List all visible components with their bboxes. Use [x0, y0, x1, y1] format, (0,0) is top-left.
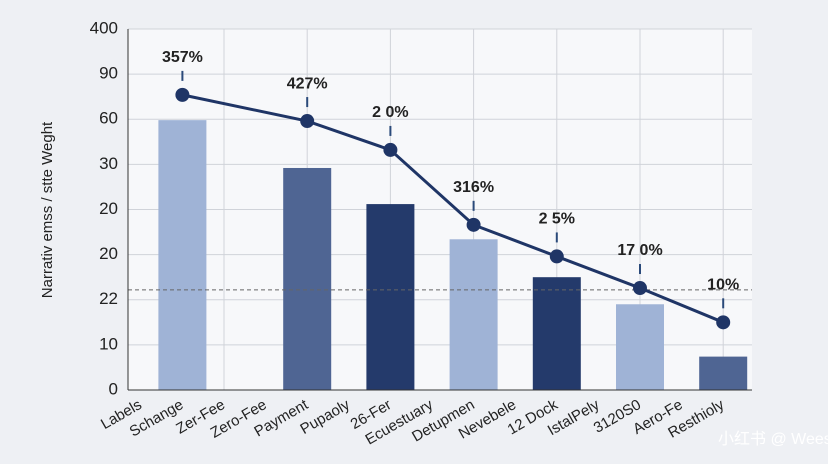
point	[633, 281, 647, 296]
bar	[532, 277, 581, 390]
point	[383, 142, 398, 157]
watermark: 小红书 @ Weeshu_omii	[718, 430, 828, 448]
value-label: 2 0%	[372, 104, 408, 121]
value-label: 357%	[162, 49, 203, 66]
point	[175, 87, 190, 102]
y-tick-label: 22	[99, 289, 118, 308]
y-tick-label: 60	[99, 109, 118, 128]
value-label: 316%	[453, 179, 494, 196]
y-axis-label: Narrativ emss / stte Weght	[39, 121, 56, 298]
bar	[366, 204, 415, 390]
bar	[283, 167, 332, 390]
value-label: 10%	[707, 277, 739, 294]
point	[716, 315, 731, 330]
value-label: 17 0%	[617, 242, 662, 259]
bar	[158, 120, 207, 390]
point	[549, 249, 564, 264]
y-tick-label: 30	[99, 154, 118, 173]
y-tick-label: 0	[109, 379, 118, 398]
y-tick-label: 20	[99, 244, 118, 263]
value-label: 2 5%	[539, 211, 575, 228]
y-tick-label: 400	[90, 18, 118, 37]
value-label: 427%	[287, 75, 328, 92]
y-tick-label: 20	[99, 199, 118, 218]
point	[466, 217, 481, 232]
y-tick-label: 90	[99, 64, 118, 83]
bar	[449, 239, 498, 390]
bar	[616, 304, 664, 390]
bar	[699, 356, 748, 390]
y-tick-label: 10	[99, 334, 118, 353]
point	[300, 114, 315, 129]
